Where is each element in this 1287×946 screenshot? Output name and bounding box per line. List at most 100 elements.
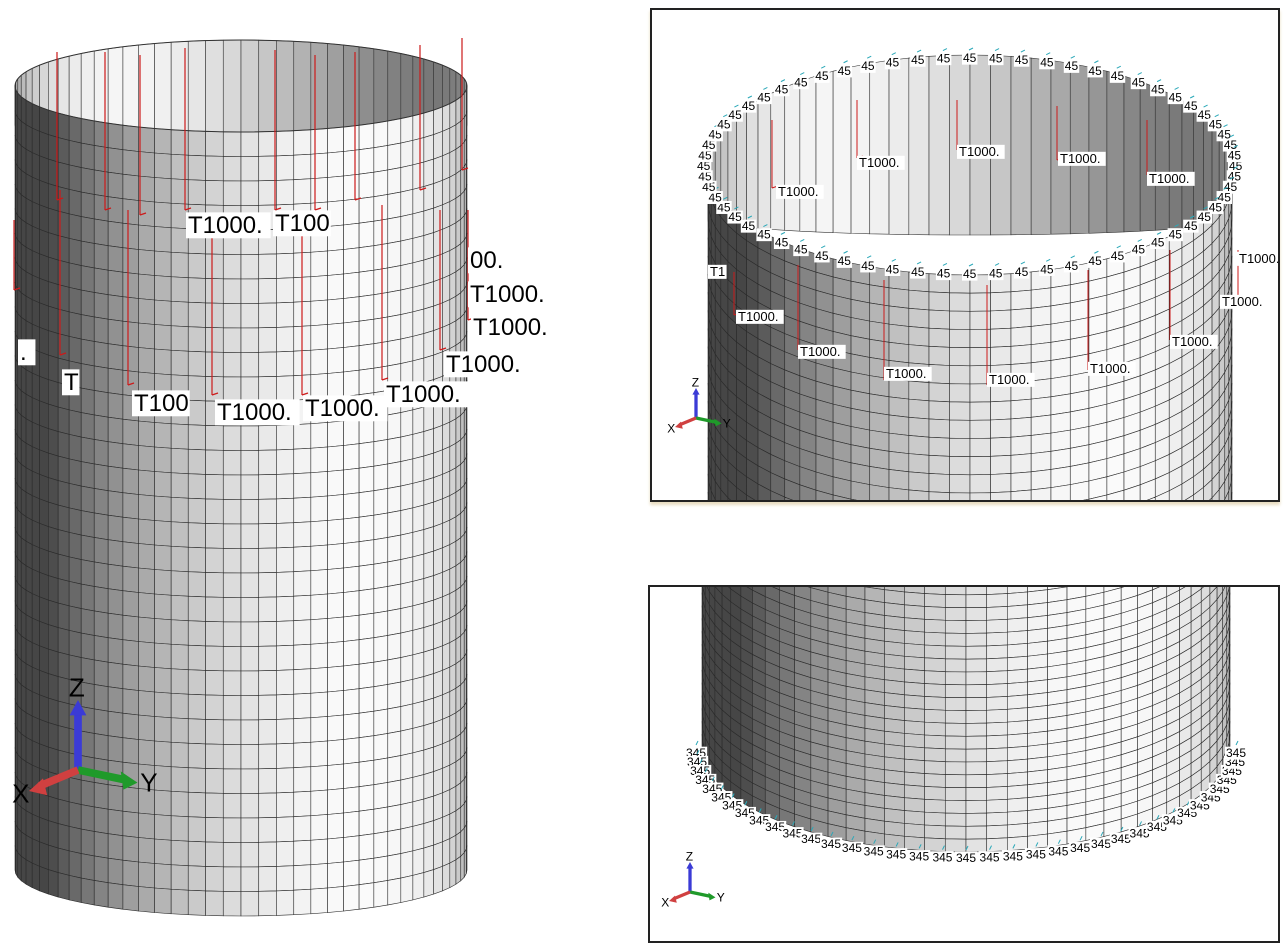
top-ring-marker-22-bg xyxy=(814,249,830,263)
top-ring-marker-60-text: 45 xyxy=(1209,118,1223,132)
main-axis-triad-y-shaft xyxy=(77,766,126,784)
top-ring-marker-27-text: 45 xyxy=(728,210,742,224)
bottom-ring-marker-17: 345 xyxy=(931,851,954,865)
top-load-label-front-8-text: T1000. xyxy=(1239,251,1278,266)
main-cylinder-mesh xyxy=(14,39,468,917)
top-ring-marker-19-text: 45 xyxy=(886,262,900,276)
bottom-ring-marker-19: 345 xyxy=(978,851,1001,865)
main-load-label-right-4: T1000. xyxy=(444,351,529,378)
top-load-label-inner-3: T1000. xyxy=(957,144,1005,159)
top-ring-marker-44-text: 45 xyxy=(861,59,875,73)
top-ring-marker-6: 45 xyxy=(1183,219,1199,233)
bottom-ring-marker-21: 345 xyxy=(1024,847,1048,861)
top-load-label-front-4-bg xyxy=(987,372,1035,387)
bottom-ring-marker-22: 345 xyxy=(1047,845,1070,859)
top-ring-marker-57-bg xyxy=(1167,91,1184,105)
bottom-ring-marker-22-text: 345 xyxy=(1048,845,1068,859)
top-ring-marker-3-text: 45 xyxy=(1218,190,1232,204)
main-load-line-inner-2-tip xyxy=(139,212,147,216)
top-ring-marker-54-text: 45 xyxy=(1111,69,1125,83)
top-ring-marker-3: 45 xyxy=(1216,190,1232,204)
top-ring-marker-tick-62 xyxy=(1229,134,1235,138)
top-ring-marker-37: 45 xyxy=(727,108,743,122)
top-ring-marker-17: 45 xyxy=(935,266,952,281)
top-load-label-front-1-text: T1000. xyxy=(738,309,778,324)
top-ring-marker-37-text: 45 xyxy=(728,108,742,122)
top-ring-marker-60-bg xyxy=(1207,118,1224,132)
top-ring-marker-33-text: 45 xyxy=(698,148,712,162)
top-load-label-front-9-bg xyxy=(708,264,727,279)
top-ring-marker-38-text: 45 xyxy=(742,99,756,113)
top-load-label-front-2: T1000. xyxy=(798,344,846,359)
top-ring-marker-6-text: 45 xyxy=(1184,219,1198,233)
top-ring-marker-30-text: 45 xyxy=(702,180,716,194)
bottom-axis-triad-x-shaft xyxy=(672,890,691,901)
top-ring-marker-tick-12 xyxy=(1070,255,1076,259)
main-load-label-front-3-bg xyxy=(215,399,300,426)
top-load-label-front-9: T1 xyxy=(708,264,727,279)
top-ring-marker-3-bg xyxy=(1216,191,1232,204)
bottom-ring-marker-17-bg xyxy=(931,851,954,865)
top-ring-marker-tick-54 xyxy=(1116,65,1122,69)
top-ring-marker-tick-14 xyxy=(1020,261,1026,265)
top-ring-marker-tick-39 xyxy=(763,87,768,90)
top-ring-marker-11: 45 xyxy=(1087,254,1103,268)
top-ring-marker-23: 45 xyxy=(793,242,809,256)
top-load-label-inner-5-bg xyxy=(1147,171,1195,186)
bottom-ring-marker-12: 345 xyxy=(820,837,843,851)
top-ring-marker-32-bg xyxy=(696,159,712,173)
bottom-ring-marker-tick-1 xyxy=(696,749,700,755)
top-ring-marker-tick-5 xyxy=(1203,206,1208,210)
top-ring-marker-48: 45 xyxy=(962,51,978,65)
top-ring-marker-tick-18 xyxy=(916,261,922,265)
top-ring-marker-44-bg xyxy=(860,59,876,73)
bottom-ring-marker-tick-22 xyxy=(1057,839,1061,844)
top-ring-marker-34-text: 45 xyxy=(702,138,716,152)
main-load-label-front-6-bg xyxy=(18,339,36,366)
top-ring-marker-53-bg xyxy=(1087,64,1103,78)
main-load-line-front-2-tip xyxy=(127,382,135,386)
top-ring-marker-29: 45 xyxy=(707,190,723,204)
top-ring-marker-52-text: 45 xyxy=(1065,59,1079,73)
bottom-ring-marker-tick-18 xyxy=(965,845,969,851)
top-ring-marker-29-text: 45 xyxy=(708,190,722,204)
top-ring-marker-tick-38 xyxy=(747,95,753,99)
top-ring-marker-47: 45 xyxy=(935,52,952,66)
top-ring-marker-51-bg xyxy=(1039,56,1055,70)
main-load-line-front-1-tip xyxy=(59,352,67,356)
top-ring-marker-26-bg xyxy=(740,219,757,233)
top-edge-detail-view: T1000. T1000. T1000. T1000. T1000. T1000. T100… xyxy=(650,8,1280,502)
top-ring-marker-41: 45 xyxy=(793,76,809,90)
top-ring-marker-45: 45 xyxy=(884,56,901,70)
top-ring-marker-tick-63 xyxy=(1233,144,1238,148)
top-ring-marker-41-bg xyxy=(793,76,809,90)
top-ring-marker-tick-20 xyxy=(866,255,872,259)
bottom-ring-marker-20-bg xyxy=(1001,850,1025,864)
top-ring-marker-17-text: 45 xyxy=(937,266,951,280)
top-ring-marker-tick-11 xyxy=(1094,250,1099,254)
main-load-label-right-1-text: 00. xyxy=(470,247,503,274)
bottom-ring-marker-24-text: 345 xyxy=(1091,837,1111,851)
top-ring-marker-61: 45 xyxy=(1216,128,1232,142)
main-load-label-right-3-text: T1000. xyxy=(473,314,548,341)
top-ring-marker-17-bg xyxy=(935,267,952,281)
bottom-axis-triad: Z Y X xyxy=(661,850,725,910)
top-ring-marker-56: 45 xyxy=(1150,83,1166,97)
top-ring-marker-16-text: 45 xyxy=(963,267,977,281)
bottom-ring-marker-tick-21 xyxy=(1035,842,1039,847)
top-load-label-front-2-bg xyxy=(798,344,846,359)
top-ring-marker-tick-59 xyxy=(1203,104,1208,108)
top-ring-marker-58: 45 xyxy=(1183,99,1199,113)
top-ring-marker-4-text: 45 xyxy=(1209,200,1223,214)
main-load-label-right-3-bg xyxy=(471,314,556,341)
top-load-label-front-2-text: T1000. xyxy=(800,344,840,359)
top-load-label-front-6-text: T1000. xyxy=(1172,334,1212,349)
bottom-ring-marker-tick-7 xyxy=(744,801,748,806)
bottom-ring-marker-25-text: 345 xyxy=(1111,832,1131,846)
top-ring-marker-tick-3 xyxy=(1223,186,1228,190)
top-load-label-inner-2: T1000. xyxy=(857,155,905,170)
top-ring-marker-40: 45 xyxy=(773,83,790,97)
main-load-label-back-1: T1000. xyxy=(186,212,271,239)
top-ring-marker-31-text: 45 xyxy=(698,170,712,184)
top-ring-marker-53-text: 45 xyxy=(1088,64,1102,78)
